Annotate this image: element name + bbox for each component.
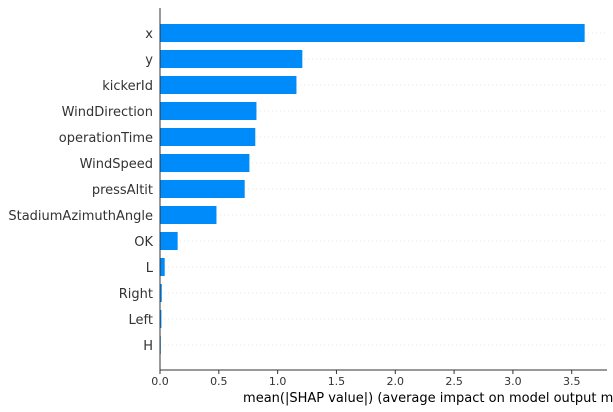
category-label: L [146,261,154,276]
category-label: StadiumAzimuthAngle [8,209,153,224]
x-tick-label: 0.0 [151,375,169,388]
x-axis-title: mean(|SHAP value|) (average impact on mo… [243,391,613,406]
bar-left [160,310,162,328]
category-label: Left [129,313,153,328]
category-label: H [143,339,153,354]
category-label: y [145,53,153,68]
bar-winddirection [160,102,257,120]
x-tick-label: 2.5 [445,375,463,388]
category-label: WindDirection [62,105,153,120]
category-label: kickerId [102,79,153,94]
x-axis-ticks: 0.0 0.5 1.0 1.5 2.0 2.5 3.0 3.5 [151,370,580,388]
bars-group [160,24,585,354]
bar-windspeed [160,154,250,172]
x-tick-label: 1.5 [328,375,346,388]
category-labels: xy kickerId WindDirection operationTime Wind… [8,27,153,354]
category-label: pressAltit [92,183,153,198]
guide-lines [160,32,607,346]
bar-ok [160,232,178,250]
bar-stadiumazimuthangle [160,206,217,224]
bar-operationtime [160,128,256,146]
bar-pressaltit [160,180,245,198]
bar-l [160,258,165,276]
bar-x [160,24,585,42]
bar-right [160,284,162,302]
category-label: operationTime [59,131,153,146]
x-tick-label: 3.5 [563,375,581,388]
x-tick-label: 0.5 [210,375,228,388]
x-tick-label: 2.0 [387,375,405,388]
category-label: WindSpeed [80,157,153,172]
category-label: Right [119,287,153,302]
bar-kickerid [160,76,297,94]
category-label: OK [134,235,153,250]
x-tick-label: 1.0 [269,375,287,388]
bar-y [160,50,303,68]
category-label: x [145,27,153,42]
x-tick-label: 3.0 [504,375,522,388]
